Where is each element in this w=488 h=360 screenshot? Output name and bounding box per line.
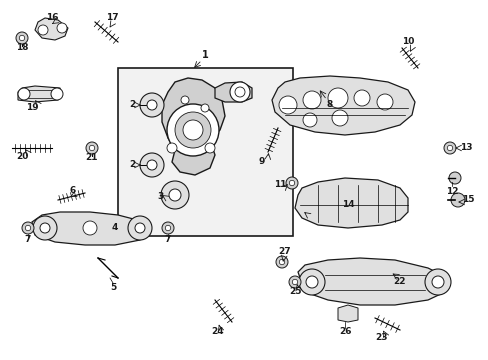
Text: 19: 19	[26, 104, 38, 112]
Circle shape	[175, 112, 210, 148]
Text: 1: 1	[201, 50, 208, 60]
Circle shape	[33, 216, 57, 240]
Circle shape	[327, 88, 347, 108]
Circle shape	[181, 96, 189, 104]
Polygon shape	[271, 76, 414, 135]
Circle shape	[18, 88, 30, 100]
Circle shape	[289, 180, 294, 186]
Bar	[118, 68, 292, 236]
Polygon shape	[35, 18, 68, 40]
Circle shape	[331, 110, 347, 126]
Text: 7: 7	[25, 235, 31, 244]
Circle shape	[40, 223, 50, 233]
Text: 27: 27	[278, 248, 291, 256]
Circle shape	[169, 189, 181, 201]
Circle shape	[19, 35, 25, 41]
Circle shape	[57, 23, 67, 33]
Circle shape	[204, 143, 215, 153]
Polygon shape	[18, 86, 62, 102]
Circle shape	[140, 93, 163, 117]
Circle shape	[25, 225, 31, 231]
Circle shape	[128, 216, 152, 240]
Circle shape	[424, 269, 450, 295]
Circle shape	[229, 82, 249, 102]
Circle shape	[298, 269, 325, 295]
Circle shape	[431, 276, 443, 288]
Text: 4: 4	[112, 224, 118, 233]
Circle shape	[201, 104, 208, 112]
Text: 5: 5	[110, 283, 116, 292]
Circle shape	[83, 221, 97, 235]
Text: 22: 22	[393, 278, 406, 287]
Text: 24: 24	[211, 328, 224, 337]
Circle shape	[303, 91, 320, 109]
Text: 10: 10	[401, 37, 413, 46]
Circle shape	[450, 193, 464, 207]
Circle shape	[140, 153, 163, 177]
Circle shape	[22, 222, 34, 234]
Polygon shape	[215, 82, 251, 102]
Polygon shape	[297, 258, 447, 305]
Circle shape	[279, 96, 296, 114]
Text: 2: 2	[129, 100, 135, 109]
Circle shape	[183, 120, 203, 140]
Text: 17: 17	[105, 13, 118, 22]
Text: 11: 11	[273, 180, 285, 189]
Text: 23: 23	[375, 333, 387, 342]
Circle shape	[16, 32, 28, 44]
Text: 2: 2	[129, 161, 135, 170]
Circle shape	[135, 223, 145, 233]
Text: 21: 21	[85, 153, 98, 162]
Text: 15: 15	[461, 195, 473, 204]
Circle shape	[162, 222, 174, 234]
Circle shape	[305, 276, 317, 288]
Text: 13: 13	[459, 144, 471, 153]
Circle shape	[303, 113, 316, 127]
Circle shape	[285, 177, 297, 189]
Text: 7: 7	[164, 235, 171, 244]
Circle shape	[167, 104, 219, 156]
Text: 25: 25	[288, 288, 301, 297]
Circle shape	[288, 276, 301, 288]
Text: 9: 9	[258, 157, 264, 166]
Text: 14: 14	[341, 201, 354, 210]
Text: 26: 26	[338, 328, 350, 337]
Circle shape	[51, 88, 63, 100]
Circle shape	[235, 87, 244, 97]
Circle shape	[167, 143, 177, 153]
Circle shape	[89, 145, 95, 151]
Circle shape	[147, 100, 157, 110]
Polygon shape	[32, 212, 148, 245]
Circle shape	[275, 256, 287, 268]
Circle shape	[448, 172, 460, 184]
Circle shape	[147, 160, 157, 170]
Circle shape	[353, 90, 369, 106]
Text: 6: 6	[70, 186, 76, 195]
Polygon shape	[337, 305, 357, 322]
Polygon shape	[294, 178, 407, 228]
Circle shape	[279, 259, 284, 265]
Circle shape	[161, 181, 189, 209]
Text: 18: 18	[16, 44, 28, 53]
Circle shape	[165, 225, 170, 231]
Circle shape	[447, 145, 452, 151]
Text: 3: 3	[157, 193, 163, 202]
Circle shape	[38, 25, 48, 35]
Text: 20: 20	[16, 153, 28, 162]
Circle shape	[443, 142, 455, 154]
Circle shape	[376, 94, 392, 110]
Text: 8: 8	[326, 100, 332, 109]
Circle shape	[292, 279, 297, 285]
Circle shape	[86, 142, 98, 154]
Polygon shape	[162, 78, 224, 175]
Text: 16: 16	[46, 13, 58, 22]
Text: 12: 12	[445, 188, 457, 197]
